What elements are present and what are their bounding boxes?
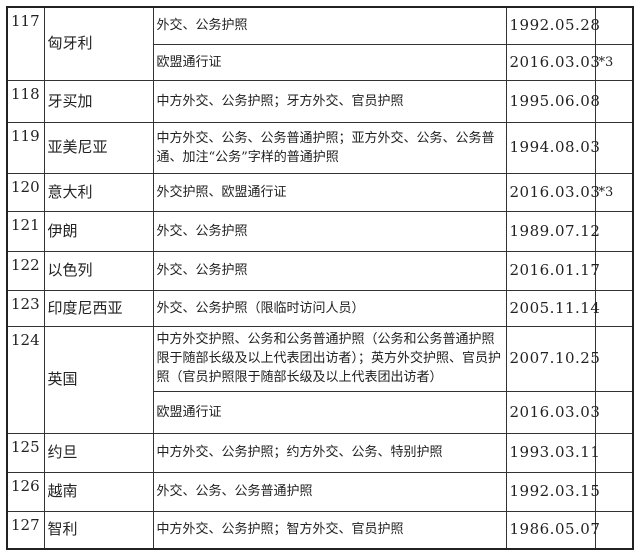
country-name: 匈牙利 (43, 6, 154, 81)
row-number: 126 (6, 471, 45, 512)
note: *3 (594, 172, 634, 212)
row-number: 123 (6, 289, 45, 327)
effective-date: 2016.03.03 (505, 43, 600, 81)
row-number: 127 (6, 510, 45, 550)
effective-date: 1995.06.08 (505, 79, 600, 123)
effective-date: 2016.03.03 (505, 172, 600, 212)
row-number: 120 (6, 172, 45, 212)
country-name: 智利 (43, 510, 154, 550)
effective-date: 2016.03.03 (505, 390, 600, 434)
passport-types: 中方外交、公务护照；牙方外交、官员护照 (152, 79, 507, 123)
effective-date: 1993.03.11 (505, 432, 600, 473)
note (594, 510, 634, 550)
table-row: 126 越南 外交、公务、公务普通护照 1992.03.15 (6, 471, 634, 512)
note (594, 79, 634, 123)
country-name: 牙买加 (43, 79, 154, 123)
country-name: 以色列 (43, 250, 154, 291)
note (594, 390, 634, 434)
country-name: 英国 (43, 325, 154, 434)
row-number: 117 (6, 6, 45, 81)
table-row: 117 匈牙利 外交、公务护照 1992.05.28 (6, 6, 634, 81)
effective-date: 1994.08.03 (505, 121, 600, 174)
row-number: 124 (6, 325, 45, 434)
table-row: 120 意大利 外交护照、欧盟通行证 2016.03.03 *3 (6, 172, 634, 212)
passport-types: 中方外交、公务护照；约方外交、公务、特别护照 (152, 432, 507, 473)
effective-date: 2016.01.17 (505, 250, 600, 291)
note (594, 210, 634, 252)
country-name: 印度尼西亚 (43, 289, 154, 327)
effective-date: 1989.07.12 (505, 210, 600, 252)
visa-exemption-table: 117 匈牙利 外交、公务护照 1992.05.28 欧盟通行证 2016.03.03 *3… (6, 6, 634, 550)
effective-date: 1986.05.07 (505, 510, 600, 550)
country-name: 越南 (43, 471, 154, 512)
passport-types: 外交、公务护照 (152, 210, 507, 252)
note: *3 (594, 43, 634, 81)
note (594, 471, 634, 512)
country-name: 约旦 (43, 432, 154, 473)
note (594, 289, 634, 327)
passport-types: 中方外交护照、公务和公务普通护照（公务和公务普通护照限于随部长级及以上代表团出访… (152, 325, 507, 392)
country-name: 伊朗 (43, 210, 154, 252)
table-row: 122 以色列 外交、公务护照 2016.01.17 (6, 250, 634, 291)
row-number: 118 (6, 79, 45, 123)
row-number: 121 (6, 210, 45, 252)
passport-types: 外交、公务护照 (152, 6, 507, 45)
table-row: 118 牙买加 中方外交、公务护照；牙方外交、官员护照 1995.06.08 (6, 79, 634, 123)
note (594, 250, 634, 291)
passport-types: 欧盟通行证 (152, 43, 507, 81)
passport-types: 外交、公务、公务普通护照 (152, 471, 507, 512)
country-name: 意大利 (43, 172, 154, 212)
table-row: 119 亚美尼亚 中方外交、公务、公务普通护照；亚方外交、公务、公务普通、加注“公务… (6, 121, 634, 174)
effective-date: 1992.03.15 (505, 471, 600, 512)
table-row: 121 伊朗 外交、公务护照 1989.07.12 (6, 210, 634, 252)
passport-types: 外交、公务护照 (152, 250, 507, 291)
country-name: 亚美尼亚 (43, 121, 154, 174)
note (594, 121, 634, 174)
row-number: 122 (6, 250, 45, 291)
table-row: 125 约旦 中方外交、公务护照；约方外交、公务、特别护照 1993.03.11 (6, 432, 634, 473)
table-row: 127 智利 中方外交、公务护照；智方外交、官员护照 1986.05.07 (6, 510, 634, 550)
note (594, 432, 634, 473)
row-number: 125 (6, 432, 45, 473)
effective-date: 1992.05.28 (505, 6, 600, 45)
passport-types: 中方外交、公务、公务普通护照；亚方外交、公务、公务普通、加注“公务”字样的普通护… (152, 121, 507, 174)
passport-types: 外交、公务护照（限临时访问人员） (152, 289, 507, 327)
effective-date: 2007.10.25 (505, 325, 600, 392)
passport-types: 中方外交、公务护照；智方外交、官员护照 (152, 510, 507, 550)
table-row: 124 英国 中方外交护照、公务和公务普通护照（公务和公务普通护照限于随部长级及以上… (6, 325, 634, 434)
note (594, 325, 634, 392)
table-row: 欧盟通行证 2016.03.03 *3 (7, 43, 634, 81)
row-number: 119 (6, 121, 45, 174)
effective-date: 2005.11.14 (505, 289, 600, 327)
table-row: 123 印度尼西亚 外交、公务护照（限临时访问人员） 2005.11.14 (6, 289, 634, 327)
passport-types: 外交护照、欧盟通行证 (152, 172, 507, 212)
table-row: 欧盟通行证 2016.03.03 (7, 390, 634, 434)
passport-types: 欧盟通行证 (152, 390, 507, 434)
note (594, 6, 634, 45)
